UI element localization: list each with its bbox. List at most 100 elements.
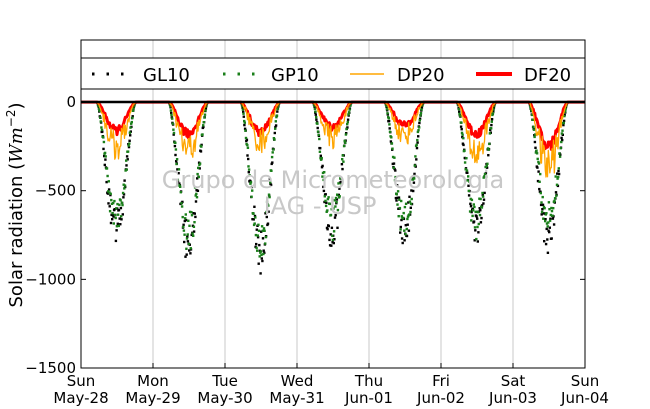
series-gp10-point [491,113,494,117]
series-gl10-point [264,212,267,215]
series-gp10-point [470,219,473,222]
series-gl10-point [319,154,322,157]
series-gp10-day [383,101,425,236]
x-tick-date-label: Jun-02 [416,389,465,407]
series-gp10-point [464,168,467,171]
series-gl10-point [173,144,177,148]
series-gp10-point [120,201,124,204]
series-gp10-point [316,130,320,133]
series-gp10-point [347,113,350,116]
series-gp10-point [403,205,407,209]
series-gp10-point [98,109,101,112]
series-gp10-point [550,209,554,213]
series-gl10-point [170,111,173,115]
x-tick-day-label: Sun [571,372,600,390]
series-gp10-point [184,217,187,220]
series-gp10-point [555,194,558,197]
series-gl10-point [114,239,118,243]
series-gl10-point [392,162,396,165]
series-gp10-point [539,191,542,195]
series-gp10-point [537,162,541,165]
series-gp10-point [559,147,562,150]
series-gl10-point [539,203,543,207]
series-gl10-point [333,238,336,241]
series-gl10-point [557,172,561,176]
series-gl10-point [247,171,250,174]
series-gp10-point [104,155,107,158]
series-gp10-point [197,175,200,179]
series-gl10-point [407,201,410,204]
series-gp10-point [249,182,252,185]
series-gp10-point [274,127,277,130]
series-gp10-point [196,172,199,176]
series-gp10-point [396,190,400,193]
series-gl10-point [332,241,335,245]
series-gp10-day [167,101,209,250]
series-gl10-point [469,202,472,205]
series-gl10-point [478,207,481,210]
series-gp10-point [465,157,468,160]
series-gp10-point [106,174,109,178]
series-gl10-point [107,202,110,205]
series-gp10-point [468,210,472,213]
series-gp10-point [242,112,245,115]
series-gp10-point [251,189,254,192]
series-gl10-point [397,196,401,199]
series-gp10-point [200,145,203,148]
series-gl10-point [410,189,413,192]
series-gp10-point [180,205,184,208]
series-gl10-point [174,153,177,157]
series-gl10-point [551,217,555,220]
grid [152,40,514,368]
series-gl10-point [562,119,566,123]
series-gp10-point [109,192,112,195]
series-gp10-point [182,229,186,232]
series-gp10-point [329,213,333,217]
series-gp10-point [549,213,552,217]
series-gp10-point [318,137,321,141]
series-gl10-point [412,189,415,193]
series-gp10-point [401,217,405,220]
series-gp10-point [184,213,187,216]
series-gp10-point [563,114,566,118]
series-gp10-point [467,189,470,193]
series-gl10-point [104,158,107,161]
series-gl10-point [400,218,403,222]
series-gl10-point [186,235,189,238]
series-gp10-point [485,164,488,167]
series-gl10-point [120,218,123,221]
series-gl10-point [539,190,542,193]
series-gp10-point [546,225,549,228]
series-gp10-point [560,132,564,135]
series-gp10-point [417,129,420,132]
series-gp10-point [483,175,486,178]
series-gp10-point [418,126,421,129]
series-gl10-point [330,226,334,229]
series-gp10-point [460,131,464,135]
series-gl10-point [546,238,549,241]
series-gp10-point [127,144,130,147]
series-gl10-point [241,106,244,109]
series-gl10-point [476,217,479,220]
series-gl10-point [319,147,322,150]
series-gp10-point [205,105,208,108]
series-gl10-point [123,179,126,182]
series-gl10-point [490,123,493,127]
legend-df20-label: DF20 [524,65,571,86]
series-gl10-point [406,223,409,226]
series-gp10-point [338,195,341,198]
series-gl10-point [459,125,463,128]
y-tick-label: −1000 [25,270,76,288]
series-gp10-point [114,216,117,220]
series-gp10-point [186,233,189,236]
series-gl10-point [404,224,407,227]
series-gp10-point [248,174,251,177]
series-gp10-point [263,229,266,232]
series-gp10-point [562,121,565,125]
series-gp10-point [393,156,396,159]
series-gp10-point [100,126,103,129]
series-gl10-point [250,185,254,189]
series-gp10-point [396,203,399,206]
series-gl10-point [193,212,196,215]
series-gp10-point [265,200,269,203]
